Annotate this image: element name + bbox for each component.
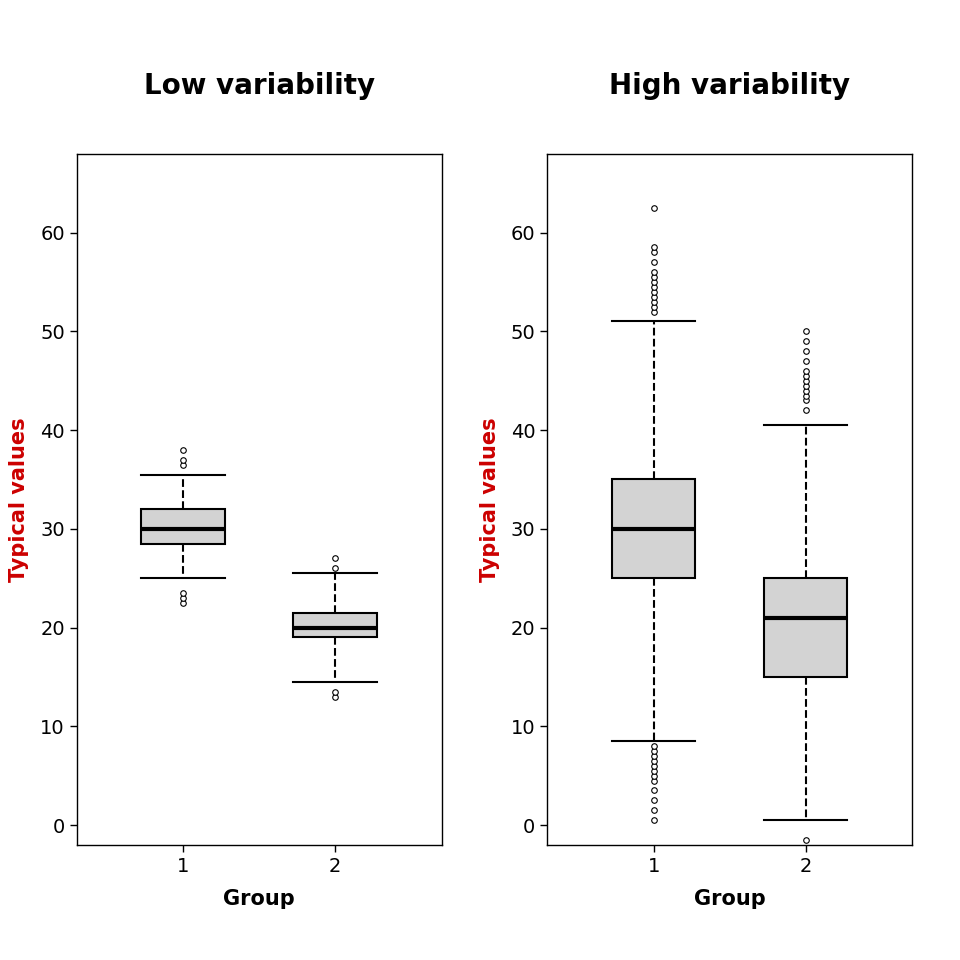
Bar: [294, 612, 377, 637]
Bar: [141, 509, 225, 543]
X-axis label: Group: Group: [224, 890, 295, 909]
Text: High variability: High variability: [609, 72, 851, 101]
Y-axis label: Typical values: Typical values: [480, 417, 499, 582]
Bar: [612, 479, 695, 578]
X-axis label: Group: Group: [694, 890, 765, 909]
Text: Low variability: Low variability: [144, 72, 374, 101]
Bar: [764, 578, 848, 677]
Y-axis label: Typical values: Typical values: [10, 417, 29, 582]
